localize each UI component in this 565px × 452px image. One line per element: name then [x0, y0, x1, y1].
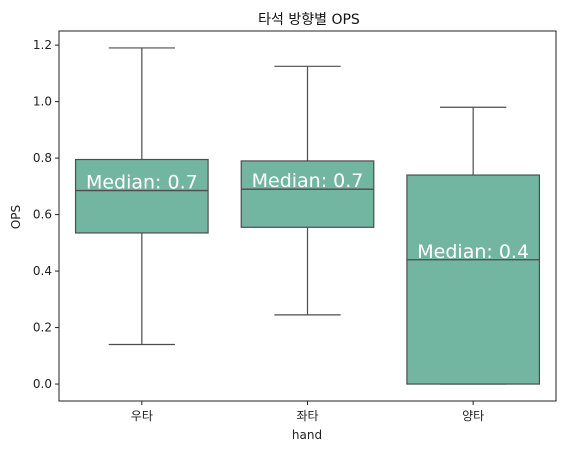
plot-area: Median: 0.7 Median: 0.7 Median: 0.4	[74, 47, 541, 385]
median-label: Median: 0.7	[86, 172, 198, 194]
box-2: Median: 0.7	[240, 65, 375, 316]
box-1: Median: 0.7	[74, 47, 209, 346]
y-tick-label: 0.8	[33, 151, 52, 165]
box-body	[74, 158, 209, 234]
y-tick-label: 0.0	[33, 377, 52, 391]
y-tick-label: 1.2	[33, 38, 52, 52]
y-tick-label: 0.4	[33, 264, 52, 278]
chart-title: 타석 방향별 OPS	[258, 12, 360, 28]
y-tick-label: 0.6	[33, 208, 52, 222]
box-3: Median: 0.4	[406, 106, 541, 385]
y-axis: 0.0 0.2 0.4 0.6 0.8 1.0 1.2	[33, 38, 59, 391]
x-tick-label: 우타	[131, 409, 153, 423]
box-body	[406, 174, 541, 385]
median-label: Median: 0.4	[417, 241, 529, 263]
x-tick-label: 좌타	[296, 409, 318, 423]
y-tick-label: 0.2	[33, 321, 52, 335]
box-body	[240, 160, 375, 228]
x-axis-title: hand	[292, 428, 322, 442]
x-axis: 우타 좌타 양타	[131, 401, 484, 423]
median-label: Median: 0.7	[252, 170, 364, 192]
y-axis-title: OPS	[9, 205, 23, 229]
y-tick-label: 1.0	[33, 95, 52, 109]
x-tick-label: 양타	[462, 409, 484, 423]
